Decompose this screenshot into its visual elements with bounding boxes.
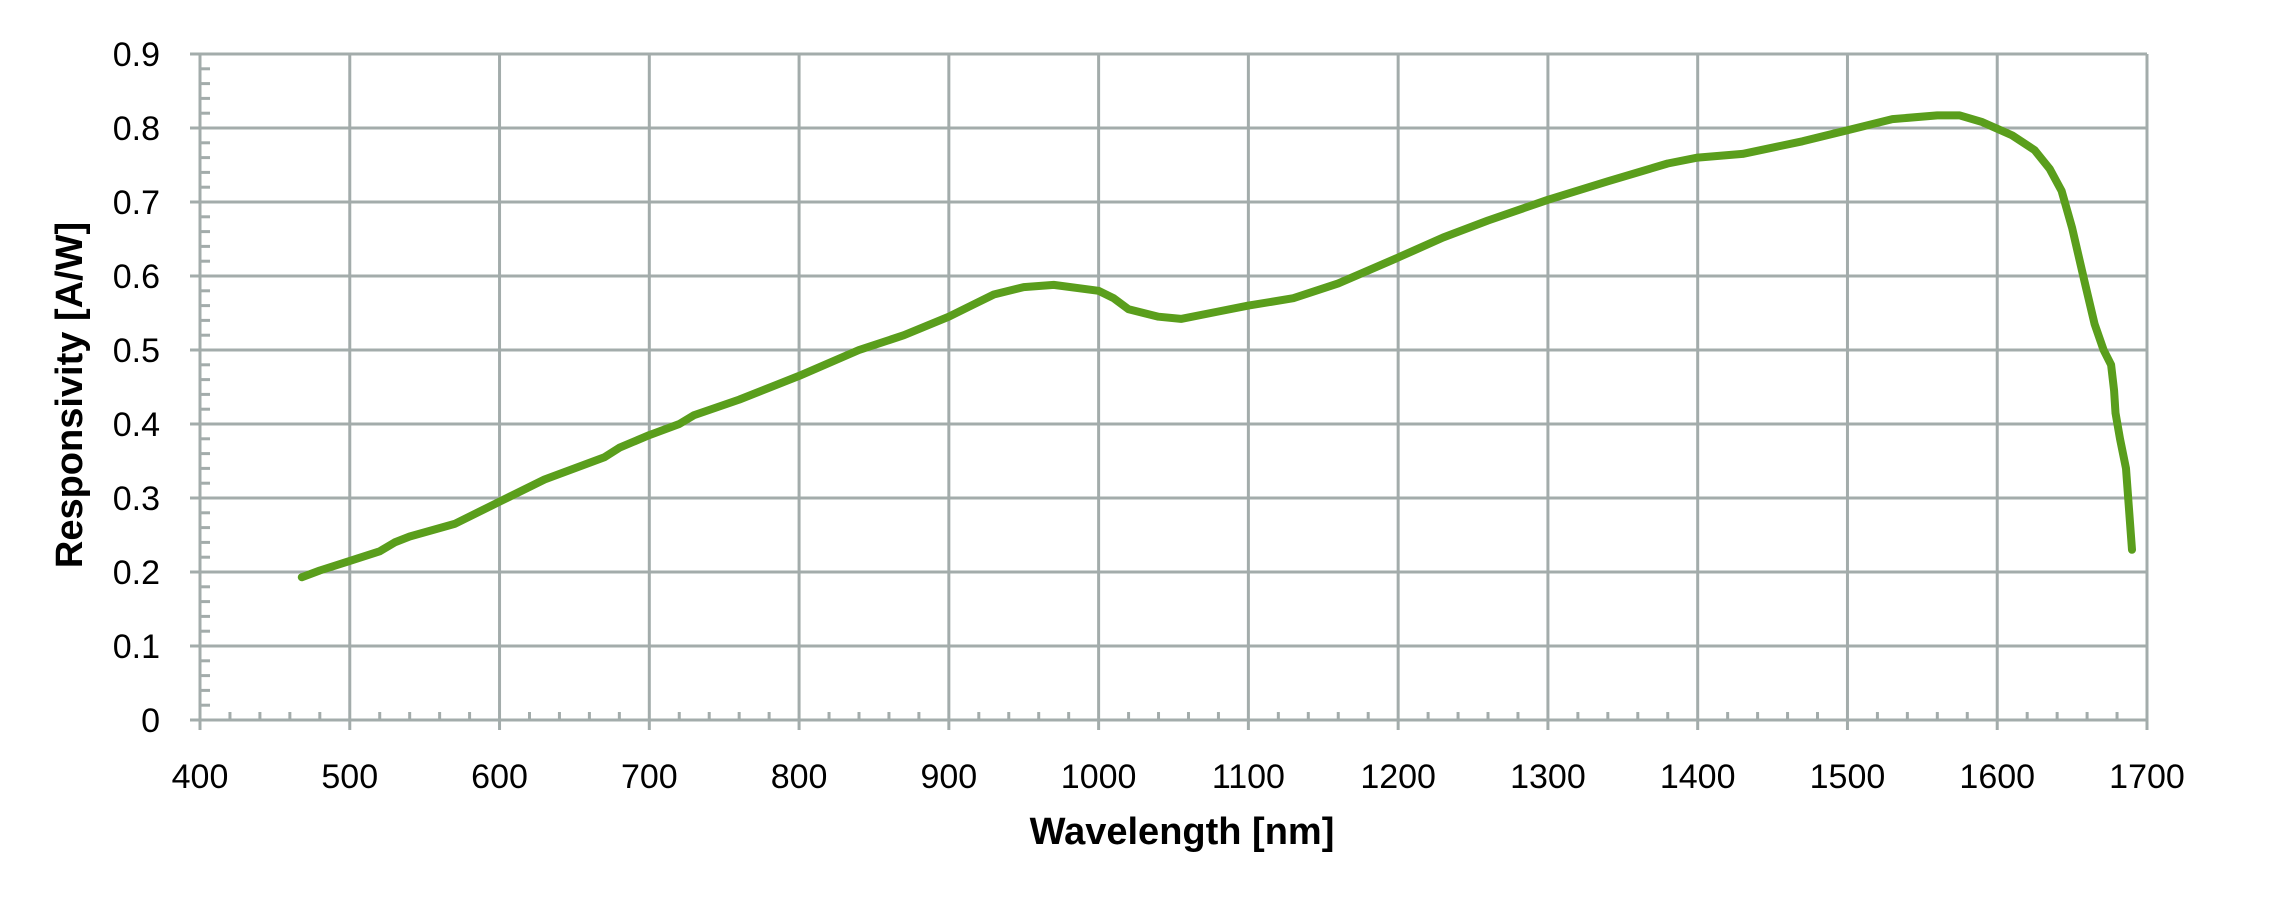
x-tick-label: 1300 [1510,758,1586,796]
minor-ticks [190,52,2149,730]
y-tick-label: 0.6 [113,258,160,296]
y-tick-label: 0.5 [113,332,160,370]
x-tick-label: 1700 [2109,758,2185,796]
x-tick-label: 500 [321,758,378,796]
x-tick-label: 700 [621,758,678,796]
y-tick-labels: 0 0.1 0.2 0.3 0.4 0.5 0.6 0.7 0.8 0.9 [113,36,160,740]
x-tick-label: 1000 [1061,758,1137,796]
x-tick-labels: 400 500 600 700 800 900 1000 1100 1200 1300 1400 15… [172,758,2185,796]
responsivity-series-line [297,111,2136,582]
y-axis-title: Responsivity [A/W] [49,222,91,568]
x-tick-label: 900 [920,758,977,796]
series-layer [297,111,2136,582]
x-tick-label: 400 [172,758,229,796]
x-tick-label: 800 [771,758,828,796]
y-tick-label: 0.3 [113,480,160,518]
y-tick-label: 0.4 [113,406,160,444]
x-tick-label: 1400 [1660,758,1736,796]
x-tick-label: 1600 [1959,758,2035,796]
y-tick-label: 0.2 [113,554,160,592]
y-tick-label: 0.7 [113,184,160,222]
x-tick-label: 1500 [1810,758,1886,796]
y-tick-label: 0.1 [113,628,160,666]
x-axis-title: Wavelength [nm] [1030,811,1335,853]
x-tick-label: 600 [471,758,528,796]
x-tick-label: 1200 [1360,758,1436,796]
y-tick-label: 0 [141,702,160,740]
axes [198,54,2147,722]
grid-lines [198,52,2149,722]
x-tick-label: 1100 [1212,758,1285,796]
y-tick-label: 0.8 [113,110,160,148]
y-tick-label: 0.9 [113,36,160,74]
